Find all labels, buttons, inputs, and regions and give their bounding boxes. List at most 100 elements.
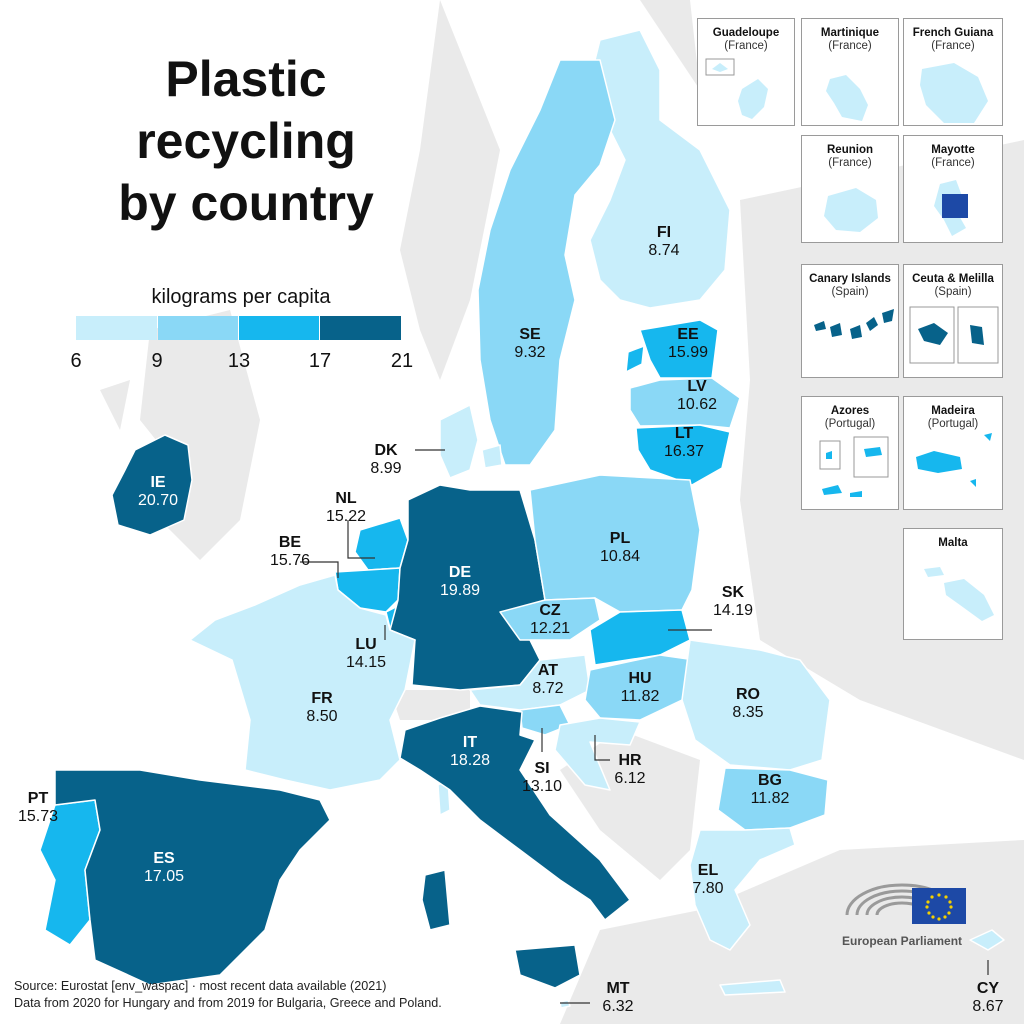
legend-title: kilograms per capita xyxy=(151,286,331,308)
label-hr-value: 6.12 xyxy=(614,770,646,787)
country-fi xyxy=(589,29,731,309)
inset-madeira-name: Madeira xyxy=(931,405,975,417)
label-dk-code: DK xyxy=(374,442,398,459)
inset-azores-name: Azores xyxy=(830,405,870,417)
label-bg-code: BG xyxy=(758,772,782,789)
label-se-value: 9.32 xyxy=(514,344,546,361)
label-nl-value: 15.22 xyxy=(325,508,367,525)
eu-flag-icon xyxy=(912,888,966,924)
country-mt xyxy=(559,999,571,1009)
label-fi-value: 8.74 xyxy=(648,242,680,259)
label-ro-value: 8.35 xyxy=(732,704,764,721)
label-de-code: DE xyxy=(448,564,472,581)
label-es: ES 17.05 xyxy=(119,850,209,886)
label-mt-code: MT xyxy=(606,980,630,997)
label-cz-value: 12.21 xyxy=(529,620,571,637)
legend-tick-2: 9 xyxy=(151,350,163,372)
inset-mayotte-shape xyxy=(934,180,968,236)
inset-french-guiana-country: (France) xyxy=(931,40,975,52)
label-ie: IE 20.70 xyxy=(113,474,203,510)
label-lt-code: LT xyxy=(674,425,694,442)
label-pl-code: PL xyxy=(609,530,631,547)
label-hr-code: HR xyxy=(618,752,642,769)
label-nl: NL 15.22 xyxy=(301,490,391,526)
label-lt-value: 16.37 xyxy=(663,443,705,460)
label-el: EL 7.80 xyxy=(663,862,753,898)
country-it-sardinia xyxy=(421,869,451,931)
label-it-value: 18.28 xyxy=(449,752,491,769)
inset-canary-islands-name: Canary Islands xyxy=(809,273,891,285)
label-ro-code: RO xyxy=(736,686,760,703)
label-lv: LV 10.62 xyxy=(652,378,742,414)
label-mt: MT 6.32 xyxy=(573,980,663,1016)
country-el-crete xyxy=(719,979,786,996)
label-lu-value: 14.15 xyxy=(345,654,387,671)
legend-swatch-1 xyxy=(76,316,157,340)
label-hr: HR 6.12 xyxy=(585,752,675,788)
label-cz: CZ 12.21 xyxy=(505,602,595,638)
inset-ceuta-melilla-shape xyxy=(909,306,999,364)
inset-azores-shape xyxy=(819,436,889,497)
label-cy-value: 8.67 xyxy=(972,998,1004,1015)
country-ee-islands xyxy=(625,345,645,373)
label-lv-value: 10.62 xyxy=(676,396,718,413)
label-dk: DK 8.99 xyxy=(341,442,431,478)
label-de: DE 19.89 xyxy=(415,564,505,600)
label-si-code: SI xyxy=(534,760,550,777)
label-ee-code: EE xyxy=(677,326,699,343)
label-it: IT 18.28 xyxy=(425,734,515,770)
country-cy xyxy=(969,929,1005,951)
legend-tick-3: 13 xyxy=(227,350,251,372)
label-it-code: IT xyxy=(462,734,478,751)
inset-mayotte: Mayotte (France) xyxy=(903,135,1003,243)
country-ro xyxy=(681,639,831,771)
inset-martinique-name: Martinique xyxy=(820,27,880,39)
country-lv xyxy=(629,377,741,429)
label-dk-value: 8.99 xyxy=(370,460,402,477)
inset-french-guiana: French Guiana (France) xyxy=(903,18,1003,126)
country-fr xyxy=(189,574,416,791)
label-pl-value: 10.84 xyxy=(599,548,641,565)
label-at: AT 8.72 xyxy=(503,662,593,698)
label-ie-code: IE xyxy=(150,474,166,491)
leader-lines xyxy=(300,449,989,1004)
label-sk-code: SK xyxy=(721,584,745,601)
country-el xyxy=(689,827,796,951)
country-cz xyxy=(499,597,601,641)
country-es xyxy=(54,769,331,986)
eu-countries xyxy=(39,29,1005,1009)
label-bg: BG 11.82 xyxy=(725,772,815,808)
label-el-code: EL xyxy=(697,862,719,879)
inset-guadeloupe-country: (France) xyxy=(724,40,768,52)
label-hu-value: 11.82 xyxy=(620,688,660,705)
inset-reunion-name: Reunion xyxy=(827,144,873,156)
legend-swatch-3 xyxy=(239,316,319,340)
label-sk-value: 14.19 xyxy=(712,602,754,619)
label-lu-code: LU xyxy=(355,636,377,653)
legend-tick-4: 17 xyxy=(308,350,332,372)
inset-french-guiana-shape xyxy=(920,63,988,123)
label-at-code: AT xyxy=(537,662,559,679)
label-fr: FR 8.50 xyxy=(277,690,367,726)
label-be-value: 15.76 xyxy=(269,552,311,569)
label-ee-value: 15.99 xyxy=(667,344,709,361)
country-se xyxy=(477,59,616,466)
map-title: Plastic recycling by country xyxy=(66,48,426,234)
country-hr xyxy=(554,717,641,791)
title-line-2: recycling xyxy=(136,113,356,169)
inset-martinique-shape xyxy=(826,75,868,121)
label-fr-value: 8.50 xyxy=(306,708,338,725)
label-fi: FI 8.74 xyxy=(619,224,709,260)
legend-swatch-2 xyxy=(158,316,238,340)
inset-canary-islands-country: (Spain) xyxy=(831,286,869,298)
country-it xyxy=(399,705,631,921)
legend-swatch-4 xyxy=(320,316,401,340)
inset-azores-country: (Portugal) xyxy=(824,418,876,430)
inset-canary-islands: Canary Islands (Spain) xyxy=(801,264,899,378)
label-hu: HU 11.82 xyxy=(595,670,685,706)
inset-mayotte-country: (France) xyxy=(931,157,975,169)
inset-madeira-country: (Portugal) xyxy=(927,418,979,430)
inset-mayotte-name: Mayotte xyxy=(931,144,975,156)
label-es-value: 17.05 xyxy=(143,868,185,885)
label-el-value: 7.80 xyxy=(692,880,724,897)
